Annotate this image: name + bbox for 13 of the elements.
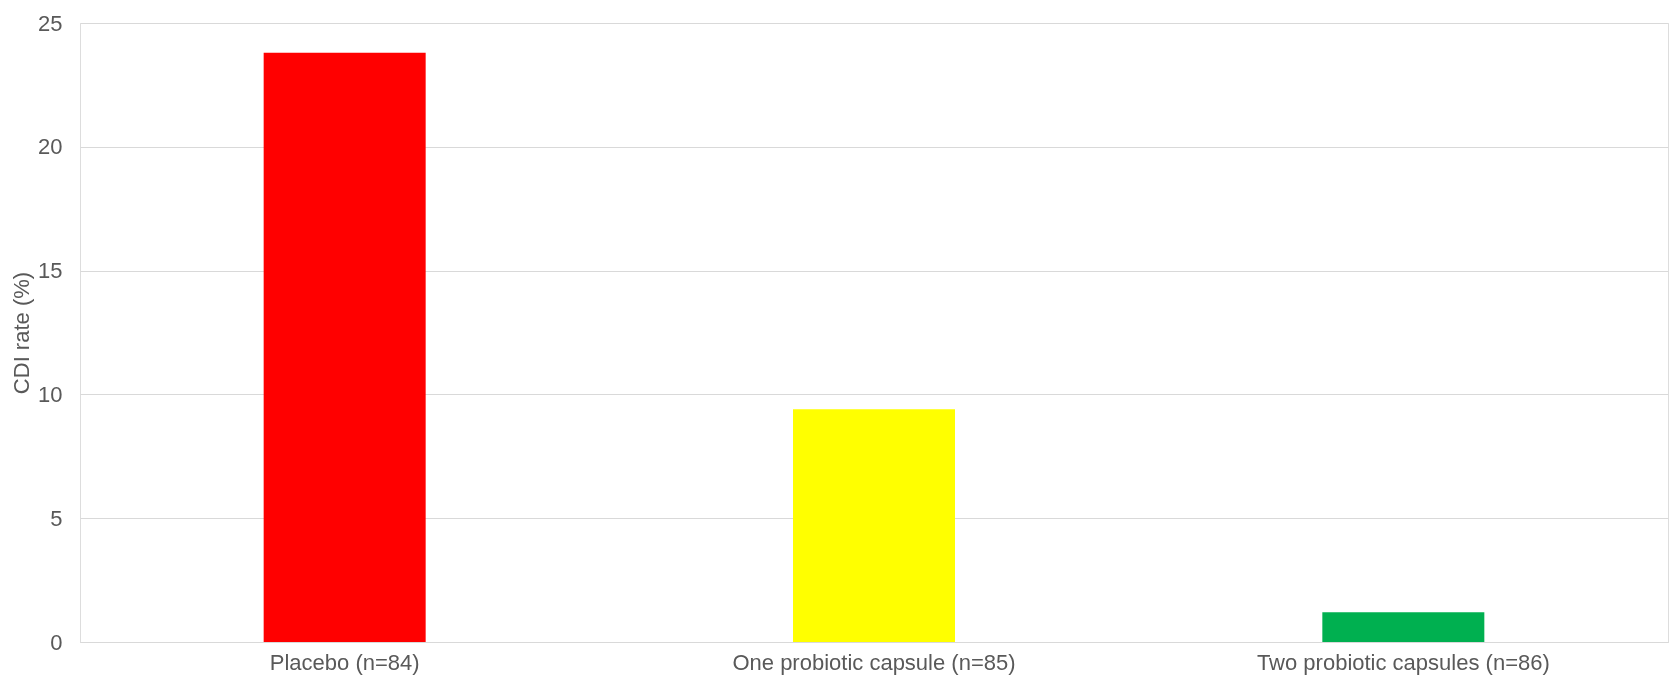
y-tick-label: 5 bbox=[50, 505, 63, 531]
y-tick-label: 25 bbox=[38, 10, 63, 36]
x-tick-label: Placebo (n=84) bbox=[269, 649, 420, 675]
x-tick-label: One probiotic capsule (n=85) bbox=[732, 649, 1016, 675]
y-tick-label: 10 bbox=[38, 381, 63, 407]
bar bbox=[1322, 612, 1485, 642]
y-tick-label: 0 bbox=[50, 629, 63, 655]
y-axis-title: CDI rate (%) bbox=[9, 271, 35, 395]
y-tick-label: 15 bbox=[38, 258, 63, 284]
x-tick-label: Two probiotic capsules (n=86) bbox=[1256, 649, 1550, 675]
bar bbox=[793, 409, 955, 642]
bar bbox=[263, 52, 426, 642]
y-tick-label: 20 bbox=[38, 134, 63, 160]
